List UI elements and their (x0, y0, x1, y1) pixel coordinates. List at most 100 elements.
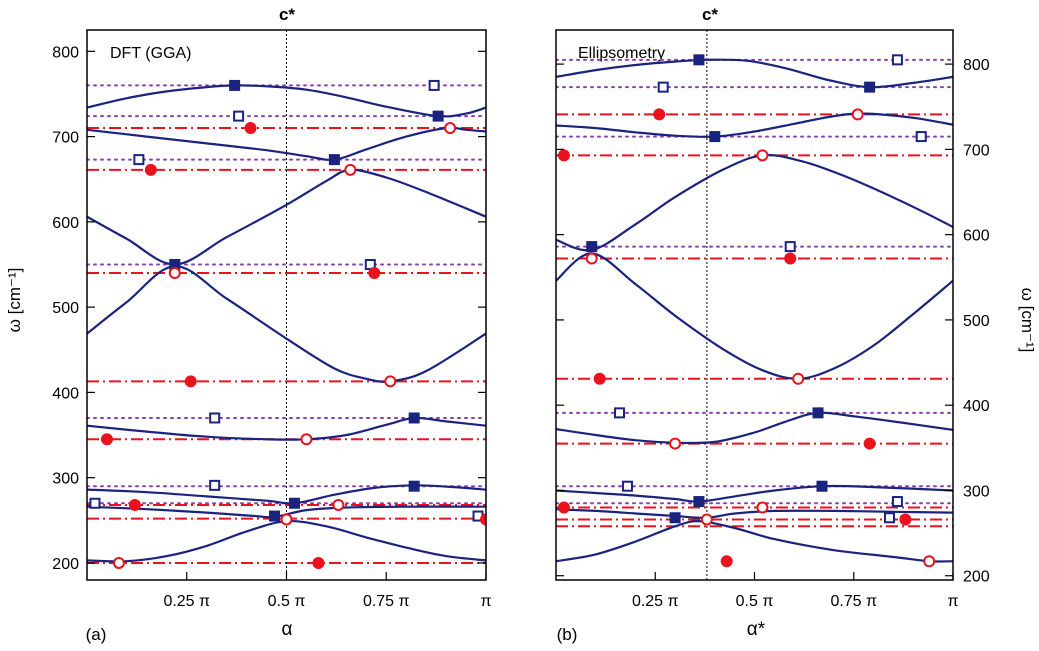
dispersion-curve (556, 252, 953, 380)
panel-b-plot-area (556, 30, 953, 580)
y-tick-label: 200 (963, 569, 990, 586)
dispersion-curve (556, 58, 953, 89)
x-tick-label: 0.75 π (363, 593, 410, 610)
panel-b-title: c* (702, 5, 718, 24)
x-tick-label: π (480, 593, 491, 610)
x-tick-label: π (947, 593, 958, 610)
y-tick-label: 600 (52, 215, 79, 232)
y-tick-label: 200 (52, 556, 79, 573)
filled-square-marker (169, 258, 181, 270)
y-tick-label: 800 (52, 44, 79, 61)
y-tick-label: 400 (963, 398, 990, 415)
filled-circle-marker (557, 149, 570, 162)
open-circle-marker (384, 375, 397, 388)
open-circle-marker (792, 372, 805, 385)
open-square-marker (233, 110, 245, 122)
open-square-marker (657, 81, 669, 93)
filled-circle-marker (557, 501, 570, 514)
filled-circle-marker (368, 267, 381, 280)
filled-circle-marker (653, 108, 666, 121)
open-circle-marker (756, 501, 769, 514)
dispersion-curve (556, 508, 953, 519)
filled-square-marker (269, 510, 281, 522)
dispersion-curve (556, 112, 953, 138)
filled-circle-marker (720, 555, 733, 568)
panel-a-plot-area (87, 30, 486, 580)
filled-square-marker (408, 412, 420, 424)
open-circle-marker (756, 149, 769, 162)
filled-square-marker (229, 79, 241, 91)
panel-a-frame (86, 29, 487, 581)
y-tick-label: 500 (963, 313, 990, 330)
open-circle-marker (280, 513, 293, 526)
open-circle-marker (851, 108, 864, 121)
filled-circle-marker (863, 437, 876, 450)
dispersion-curve (556, 153, 953, 252)
filled-circle-marker (144, 163, 157, 176)
filled-square-marker (709, 131, 721, 143)
filled-circle-marker (899, 513, 912, 526)
y-tick-label: 500 (52, 300, 79, 317)
x-tick-label: 0.25 π (632, 593, 679, 610)
open-square-marker (209, 479, 221, 491)
dispersion-curve (87, 265, 486, 383)
dispersion-curve (556, 484, 953, 503)
filled-square-marker (816, 480, 828, 492)
panel-a-label: (a) (86, 625, 107, 644)
open-circle-marker (585, 252, 598, 265)
open-square-marker (883, 512, 895, 524)
x-tick-label: 0.5 π (268, 593, 306, 610)
open-circle-marker (444, 122, 457, 135)
filled-circle-marker (312, 556, 325, 569)
open-circle-marker (344, 163, 357, 176)
open-circle-marker (332, 498, 345, 511)
open-square-marker (915, 131, 927, 143)
filled-square-marker (669, 512, 681, 524)
open-square-marker (784, 241, 796, 253)
panel-a-inset-label: DFT (GGA) (110, 45, 191, 62)
panel-b-label: (b) (557, 625, 578, 644)
filled-circle-marker (244, 122, 257, 135)
filled-circle-marker (784, 252, 797, 265)
dispersion-curve (87, 484, 486, 505)
y-tick-label: 400 (52, 385, 79, 402)
y-tick-label: 300 (963, 483, 990, 500)
open-circle-marker (168, 267, 181, 280)
open-circle-marker (300, 433, 313, 446)
panel-a: (a) α c* DFT (GGA) ω [cm⁻¹] 200 300 400 500… (5, 5, 492, 644)
y-tick-label: 800 (963, 57, 990, 74)
filled-circle-marker (480, 513, 486, 526)
open-circle-marker (669, 437, 682, 450)
open-square-marker (614, 407, 626, 419)
filled-square-marker (328, 154, 340, 166)
filled-square-marker (288, 497, 300, 509)
panel-b-inset-label: Ellipsometry (578, 45, 665, 62)
filled-square-marker (864, 81, 876, 93)
open-circle-marker (700, 513, 713, 526)
x-tick-label: 0.25 π (163, 593, 210, 610)
x-tick-label: 0.5 π (736, 593, 774, 610)
filled-square-marker (693, 496, 705, 508)
open-square-marker (891, 54, 903, 66)
filled-square-marker (586, 241, 598, 253)
open-square-marker (133, 154, 145, 166)
panel-b-xlabel: α* (747, 619, 766, 640)
filled-square-marker (693, 54, 705, 66)
open-circle-marker (112, 556, 125, 569)
panel-a-xlabel: α (282, 619, 293, 640)
panel-b: (b) α* c* Ellipsometry ω [cm⁻¹] 200 300 40… (555, 5, 1037, 644)
x-tick-label: 0.75 π (830, 593, 877, 610)
filled-circle-marker (100, 433, 113, 446)
filled-circle-marker (128, 498, 141, 511)
dispersion-curve (87, 168, 486, 266)
y-tick-label: 700 (963, 142, 990, 159)
panel-a-title: c* (279, 5, 295, 24)
panel-b-ylabel: ω [cm⁻¹] (1018, 288, 1037, 353)
filled-square-marker (432, 110, 444, 122)
filled-circle-marker (593, 372, 606, 385)
filled-square-marker (408, 480, 420, 492)
open-square-marker (621, 480, 633, 492)
open-square-marker (428, 79, 440, 91)
